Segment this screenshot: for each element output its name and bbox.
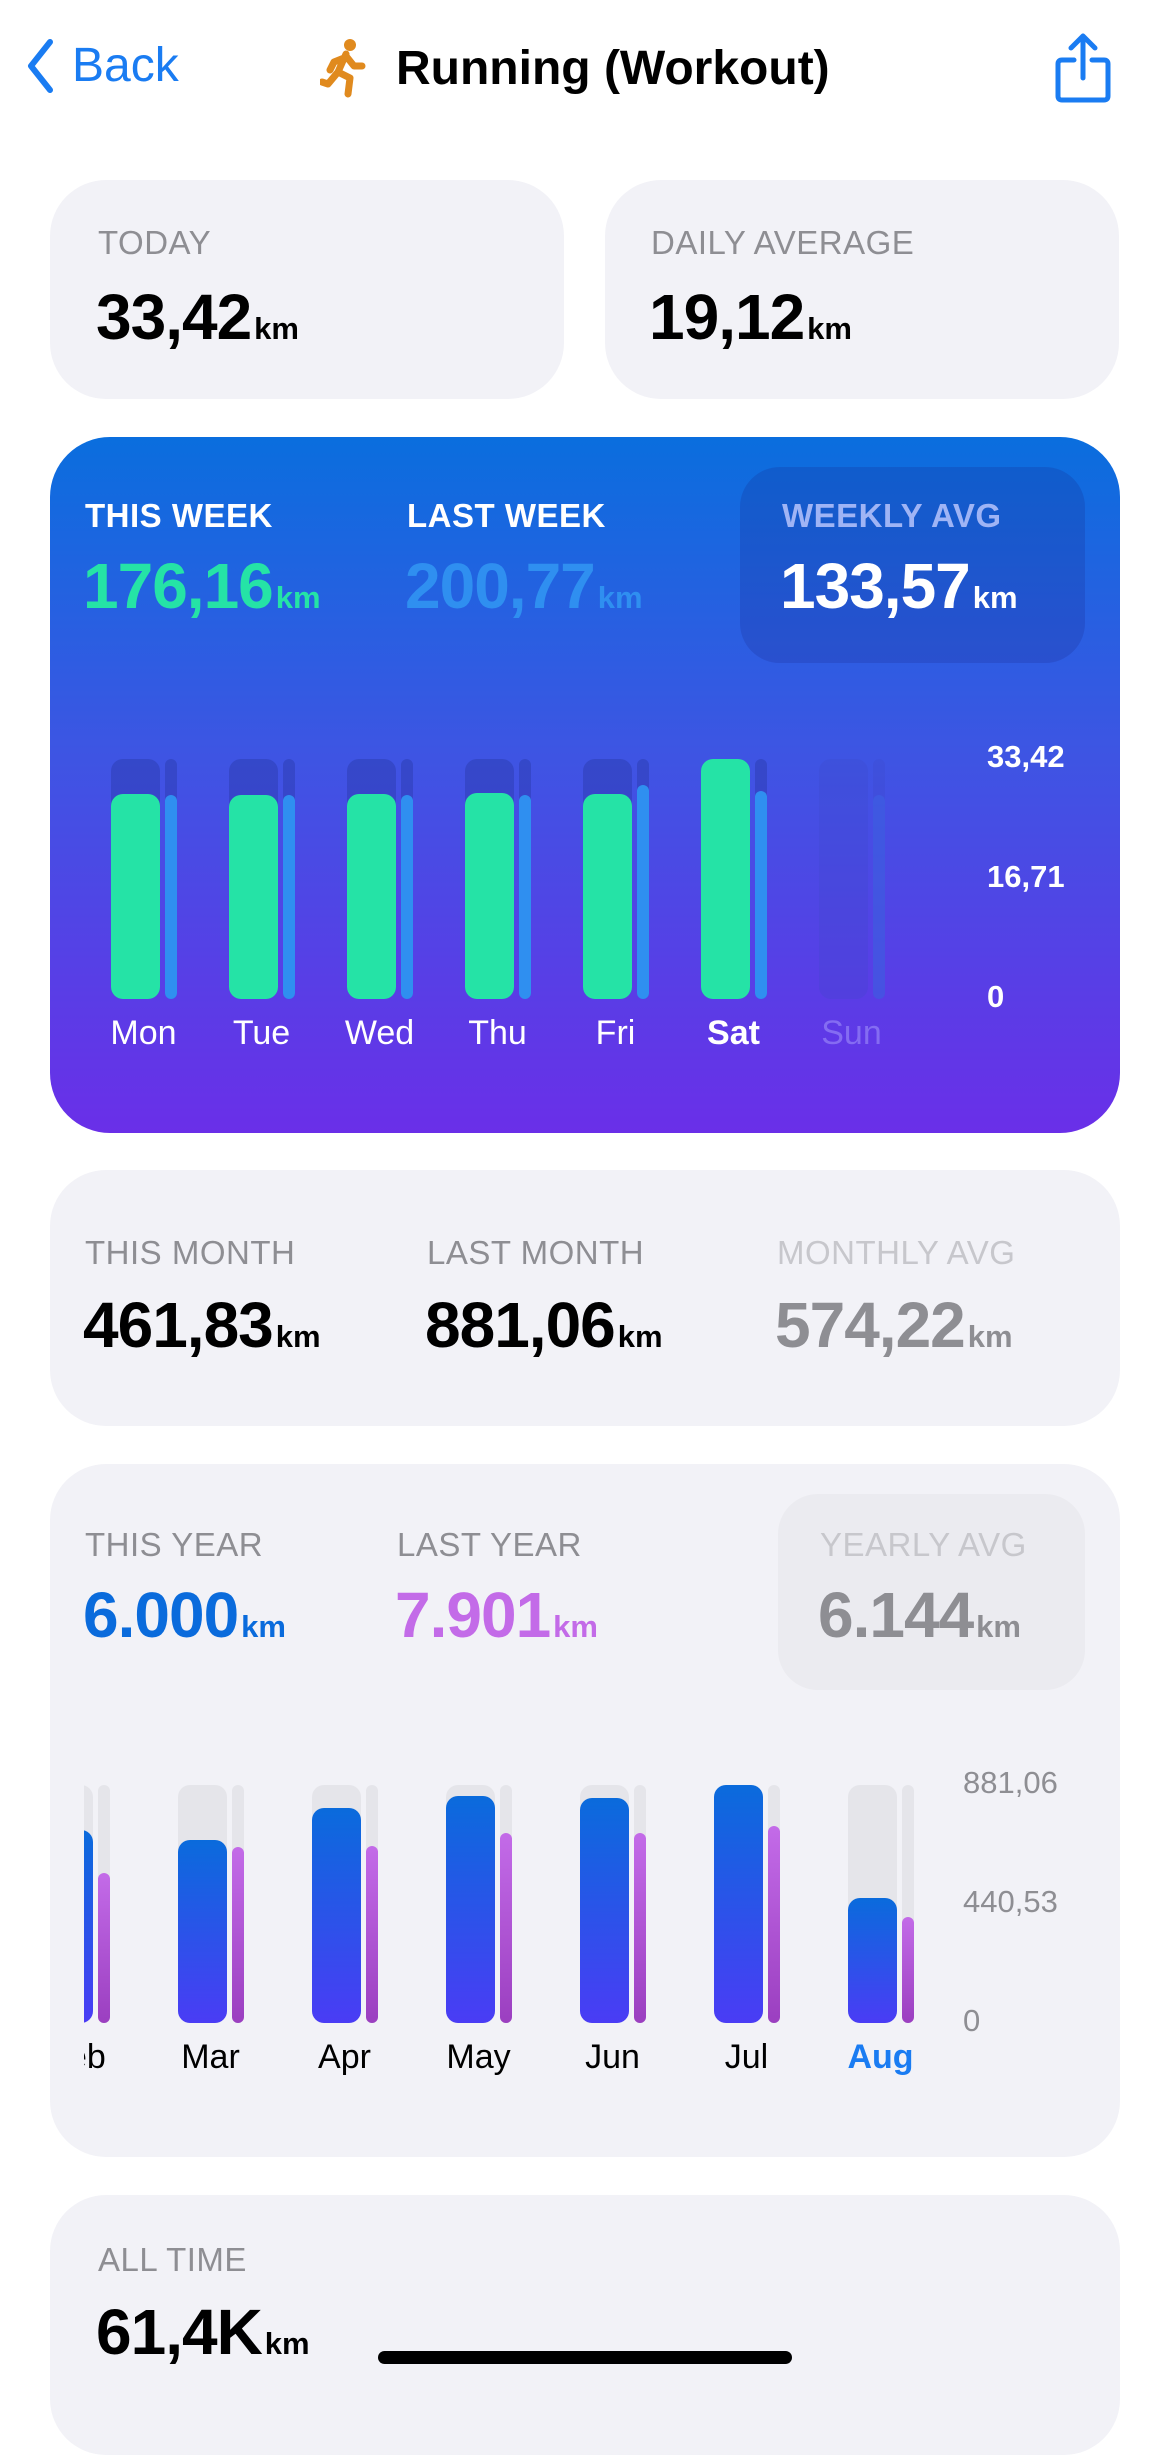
bar-last-week	[165, 795, 177, 999]
bar-this-week	[111, 794, 160, 999]
bar-this-year	[178, 1840, 227, 2023]
x-tick-label: Sat	[707, 1014, 760, 1052]
back-button[interactable]: Back	[26, 38, 179, 93]
bar-this-week	[583, 794, 632, 999]
last-week-value: 200,77km	[405, 550, 643, 622]
yearly-avg-label: YEARLY AVG	[820, 1526, 1027, 1563]
home-indicator	[378, 2351, 792, 2364]
all-time-value: 61,4Kkm	[96, 2296, 310, 2368]
bar-last-week	[519, 795, 531, 999]
today-card: TODAY 33,42km	[50, 180, 564, 399]
weekly-avg-label: WEEKLY AVG	[782, 497, 1002, 534]
bar-this-week	[465, 792, 514, 999]
chart-plot-area: Feb Mar Apr May Jun Jul Aug	[84, 1464, 970, 2157]
bar-last-year	[232, 1846, 244, 2023]
back-label: Back	[72, 39, 179, 92]
x-tick-label: Aug	[847, 2038, 914, 2076]
page-title: Running (Workout)	[320, 38, 830, 98]
y-tick-label: 33,42	[987, 739, 1065, 774]
this-year-label: THIS YEAR	[85, 1526, 264, 1563]
bar-last-year	[500, 1832, 512, 2023]
bar-this-year	[714, 1785, 763, 2023]
x-tick-label: Mon	[110, 1014, 177, 1052]
running-figure-icon	[320, 39, 366, 98]
bar-this-year	[580, 1797, 629, 2023]
bar-last-year	[634, 1832, 646, 2023]
x-tick-label: Apr	[318, 2038, 371, 2076]
bar-last-year	[98, 1872, 110, 2023]
daily-average-card: DAILY AVERAGE 19,12km	[605, 180, 1119, 399]
bar-last-year	[768, 1826, 780, 2023]
monthly-bar-chart: Feb Mar Apr May Jun Jul Aug 881,06 440,53 0	[50, 1464, 1120, 2157]
last-month-label: LAST MONTH	[427, 1234, 645, 1271]
x-tick-label: May	[446, 2038, 511, 2076]
bar-this-week	[347, 793, 396, 999]
bar-last-week	[873, 795, 885, 999]
bar-this-week	[701, 759, 750, 999]
weekly-card: THIS WEEK 176,16km LAST WEEK 200,77km WE…	[50, 437, 1120, 1133]
monthly-avg-value: 574,22km	[775, 1289, 1013, 1361]
monthly-card: THIS MONTH 461,83km LAST MONTH 881,06km …	[50, 1170, 1120, 1426]
share-icon	[1055, 33, 1111, 103]
daily-average-value: 19,12km	[649, 281, 852, 353]
x-tick-label: Thu	[468, 1014, 527, 1052]
bar-track	[819, 759, 868, 999]
x-tick-label: Wed	[344, 1014, 415, 1052]
bar-last-week	[755, 790, 767, 999]
bar-this-year	[312, 1807, 361, 2023]
share-button[interactable]	[1054, 32, 1112, 109]
daily-average-label: DAILY AVERAGE	[651, 224, 915, 261]
bar-last-week	[283, 795, 295, 999]
all-time-card: ALL TIME 61,4Kkm	[50, 2195, 1120, 2455]
yearly-avg-box	[778, 1494, 1085, 1690]
title-text: Running (Workout)	[396, 41, 830, 95]
bar-this-year	[84, 1829, 93, 2023]
bar-last-year	[902, 1917, 914, 2023]
yearly-avg-value: 6.144km	[818, 1579, 1021, 1651]
y-tick-label: 16,71	[987, 859, 1065, 894]
x-tick-label: Jul	[724, 2038, 769, 2076]
monthly-avg-label: MONTHLY AVG	[777, 1234, 1016, 1271]
bar-this-year	[848, 1897, 897, 2023]
weekly-avg-value: 133,57km	[780, 550, 1018, 622]
weekly-avg-box	[740, 467, 1085, 663]
y-tick-label: 440,53	[963, 1884, 1058, 1919]
bar-last-week	[401, 795, 413, 999]
bar-last-year	[366, 1845, 378, 2023]
last-month-value: 881,06km	[425, 1289, 663, 1361]
y-tick-label: 0	[987, 979, 1005, 1014]
today-label: TODAY	[98, 224, 212, 261]
y-tick-label: 0	[963, 2003, 981, 2038]
last-year-value: 7.901km	[395, 1579, 598, 1651]
yearly-card: THIS YEAR 6.000km LAST YEAR 7.901km YEAR…	[50, 1464, 1120, 2157]
all-time-label: ALL TIME	[98, 2241, 247, 2278]
this-year-value: 6.000km	[83, 1579, 286, 1651]
chevron-left-icon	[28, 38, 53, 93]
bar-this-week	[229, 795, 278, 999]
today-value: 33,42km	[96, 281, 299, 353]
x-tick-label: Tue	[232, 1014, 291, 1052]
bar-this-year	[446, 1795, 495, 2023]
y-tick-label: 881,06	[963, 1765, 1058, 1800]
bar-last-week	[637, 784, 649, 999]
x-tick-label: Jun	[585, 2038, 640, 2076]
x-tick-label: Feb	[84, 2038, 106, 2076]
x-tick-label: Sun	[821, 1014, 882, 1052]
this-week-label: THIS WEEK	[85, 497, 273, 534]
this-month-label: THIS MONTH	[85, 1234, 296, 1271]
weekly-bar-chart: Mon Tue Wed Thu Fri Sat Sun 33,42 16,71 0	[50, 437, 1120, 1133]
x-tick-label: Fri	[595, 1014, 636, 1052]
this-week-value: 176,16km	[83, 550, 321, 622]
this-month-value: 461,83km	[83, 1289, 321, 1361]
last-year-label: LAST YEAR	[397, 1526, 582, 1563]
x-tick-label: Mar	[181, 2038, 240, 2076]
last-week-label: LAST WEEK	[407, 497, 606, 534]
